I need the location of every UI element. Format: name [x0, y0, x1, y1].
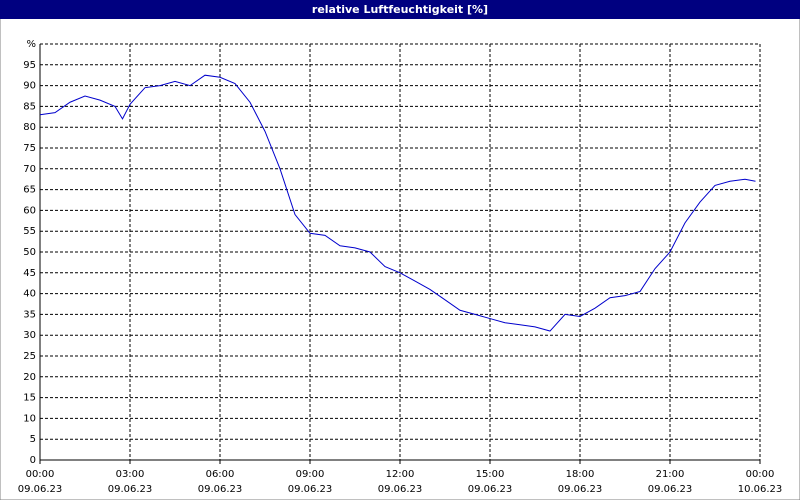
y-tick-label: 50	[23, 247, 36, 258]
x-tick-date: 09.06.23	[288, 484, 333, 495]
x-tick-label: 06:00	[206, 469, 235, 480]
y-tick-label: 10	[23, 413, 36, 424]
y-tick-label: 95	[23, 60, 36, 71]
x-tick-label: 09:00	[296, 469, 325, 480]
title-bar	[0, 0, 800, 19]
x-tick-date: 09.06.23	[198, 484, 243, 495]
x-tick-date: 09.06.23	[558, 484, 603, 495]
y-tick-label: 70	[23, 164, 36, 175]
y-tick-label: 45	[23, 268, 36, 279]
y-tick-label: %	[26, 39, 36, 50]
x-tick-label: 21:00	[656, 469, 685, 480]
y-tick-label: 20	[23, 372, 36, 383]
y-tick-label: 65	[23, 185, 36, 196]
y-tick-label: 90	[23, 81, 36, 92]
y-tick-label: 25	[23, 351, 36, 362]
x-tick-date: 09.06.23	[108, 484, 153, 495]
data-line	[39, 74, 756, 332]
y-tick-label: 40	[23, 289, 36, 300]
x-tick-date: 09.06.23	[378, 484, 423, 495]
y-tick-label: 0	[30, 455, 36, 466]
y-tick-label: 85	[23, 101, 36, 112]
x-tick-label: 00:00	[26, 469, 55, 480]
y-tick-label: 80	[23, 122, 36, 133]
x-tick-date: 09.06.23	[648, 484, 693, 495]
y-tick-label: 35	[23, 309, 36, 320]
y-tick-label: 5	[30, 434, 36, 445]
y-tick-label: 15	[23, 393, 36, 404]
x-tick-label: 00:00	[746, 469, 775, 480]
y-tick-label: 60	[23, 205, 36, 216]
y-tick-label: 75	[23, 143, 36, 154]
x-tick-label: 12:00	[386, 469, 415, 480]
x-tick-label: 15:00	[476, 469, 505, 480]
x-tick-date: 10.06.23	[738, 484, 783, 495]
x-tick-label: 03:00	[116, 469, 145, 480]
y-tick-label: 30	[23, 330, 36, 341]
y-tick-label: 55	[23, 226, 36, 237]
x-tick-date: 09.06.23	[468, 484, 513, 495]
x-tick-date: 09.06.23	[18, 484, 63, 495]
chart-title: relative Luftfeuchtigkeit [%]	[312, 3, 488, 16]
x-tick-label: 18:00	[566, 469, 595, 480]
